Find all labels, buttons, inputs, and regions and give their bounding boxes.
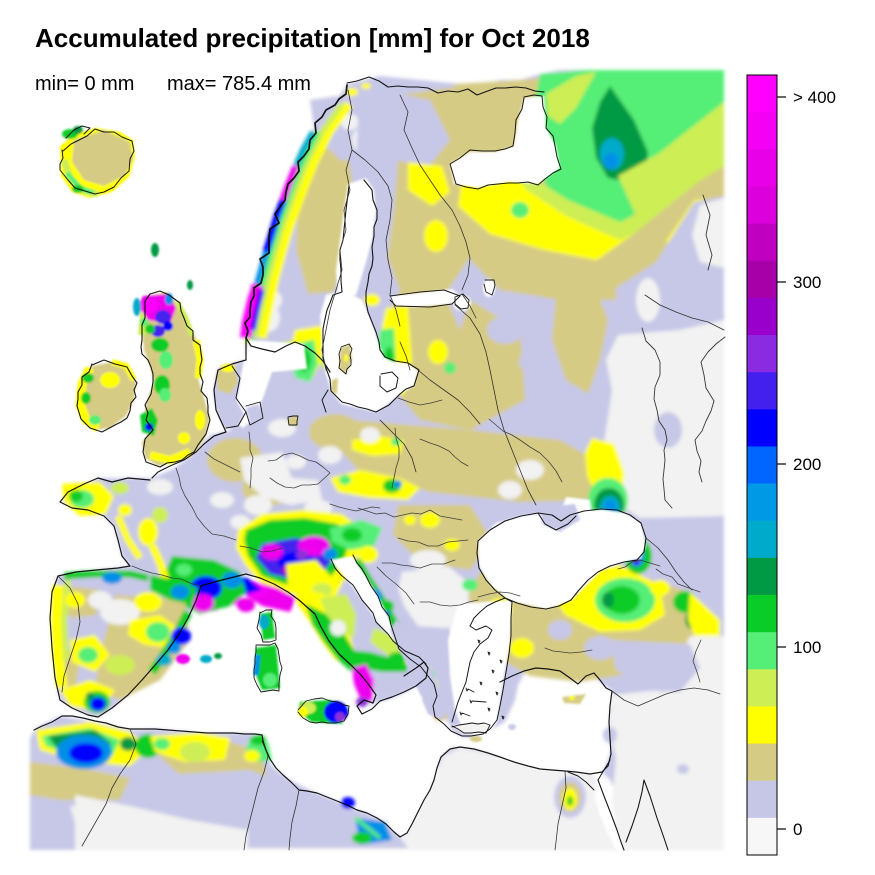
svg-text:300: 300 (793, 273, 821, 292)
svg-text:200: 200 (793, 455, 821, 474)
svg-text:Accumulated precipitation [mm]: Accumulated precipitation [mm] for Oct 2… (35, 23, 590, 53)
svg-text:0: 0 (793, 820, 802, 839)
svg-text:> 400: > 400 (793, 88, 836, 107)
svg-text:min= 0 mm: min= 0 mm (35, 73, 134, 95)
svg-text:max= 785.4 mm: max= 785.4 mm (167, 73, 311, 95)
svg-text:100: 100 (793, 638, 821, 657)
